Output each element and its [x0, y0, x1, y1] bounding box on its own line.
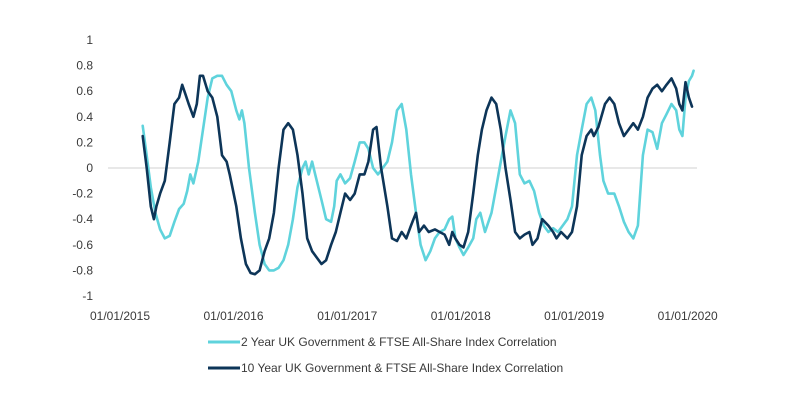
y-tick-label: 0: [86, 161, 93, 175]
y-tick-label: -0.2: [72, 187, 93, 201]
y-tick-label: -1: [82, 289, 93, 303]
y-tick-label: 0.8: [76, 59, 93, 73]
y-axis-tick-labels: 1 0.8 0.6 0.4 0.2 0 -0.2 -0.4 -0.6 -0.8 -1: [72, 33, 93, 303]
legend: 2 Year UK Government & FTSE All-Share In…: [208, 335, 563, 375]
x-tick-label: 01/01/2018: [431, 309, 491, 323]
x-tick-label: 01/01/2015: [90, 309, 150, 323]
series-line-10y: [141, 74, 694, 276]
y-tick-label: -0.4: [72, 212, 93, 226]
y-tick-label: -0.6: [72, 238, 93, 252]
y-tick-label: 1: [86, 33, 93, 47]
y-tick-label: 0.4: [76, 110, 93, 124]
y-tick-label: 0.6: [76, 84, 93, 98]
x-tick-label: 01/01/2020: [658, 309, 718, 323]
x-tick-label: 01/01/2016: [203, 309, 263, 323]
legend-label-2y: 2 Year UK Government & FTSE All-Share In…: [241, 335, 557, 349]
x-tick-label: 01/01/2017: [317, 309, 377, 323]
series-lines: [141, 69, 695, 276]
x-axis-tick-labels: 01/01/2015 01/01/2016 01/01/2017 01/01/2018…: [90, 309, 718, 323]
y-tick-label: 0.2: [76, 135, 93, 149]
y-tick-label: -0.8: [72, 263, 93, 277]
legend-label-10y: 10 Year UK Government & FTSE All-Share I…: [241, 361, 563, 375]
x-tick-label: 01/01/2019: [544, 309, 604, 323]
